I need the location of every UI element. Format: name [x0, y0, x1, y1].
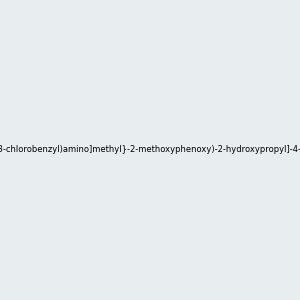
Text: 1-[3-(4-{[(3-chlorobenzyl)amino]methyl}-2-methoxyphenoxy)-2-hydroxypropyl]-4-pip: 1-[3-(4-{[(3-chlorobenzyl)amino]methyl}-… — [0, 146, 300, 154]
